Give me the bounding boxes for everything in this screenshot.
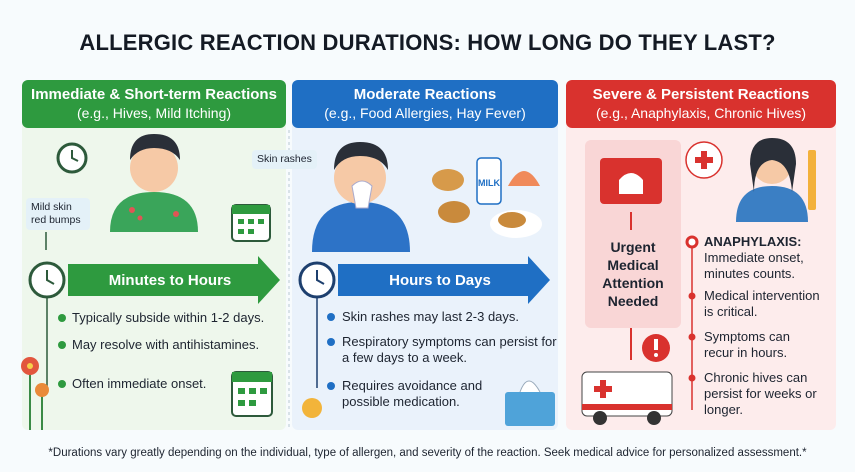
patient (685, 138, 816, 222)
flowers (21, 357, 49, 430)
bullet (327, 313, 335, 321)
column-head: Moderate Reactions (e.g., Food Allergies… (292, 80, 558, 128)
callout: Mild skin red bumps (26, 198, 90, 230)
bullet (327, 382, 335, 390)
alert-icon (642, 334, 670, 362)
urgent-text: Urgent Medical Attention Needed (602, 239, 664, 309)
point: Respiratory symptoms can persist for a f… (342, 334, 557, 365)
callout: Skin rashes (252, 150, 317, 169)
footnote: *Durations vary greatly depending on the… (48, 447, 807, 459)
point: Medical intervention is critical. (704, 288, 820, 319)
column-examples: (e.g., Food Allergies, Hay Fever) (324, 105, 526, 121)
bullet (688, 374, 696, 382)
person-itching (110, 134, 198, 232)
point: May resolve with antihistamines. (72, 337, 260, 352)
duration: Minutes to Hours (108, 272, 232, 289)
column-head: Severe & Persistent Reactions (e.g., Ana… (566, 80, 836, 128)
bullet (58, 314, 66, 322)
column-head: Immediate & Short-term Reactions (e.g., … (22, 80, 286, 128)
title: ALLERGIC REACTION DURATIONS: HOW LONG DO… (79, 30, 776, 55)
panel-immediate (22, 80, 286, 430)
point-text: Immediate onset, minutes counts. (704, 250, 804, 281)
head-bg (22, 80, 286, 128)
point: Typically subside within 1-2 days. (72, 310, 265, 325)
clock-icon (298, 261, 336, 299)
alarm-icon (600, 158, 662, 204)
point-label: ANAPHYLAXIS: (704, 234, 802, 249)
duration-arrow (338, 256, 550, 304)
point: Skin rashes may last 2-3 days. (342, 309, 520, 324)
column-examples: (e.g., Anaphylaxis, Chronic Hives) (595, 105, 807, 121)
bullet (688, 333, 696, 341)
head-bg (566, 80, 836, 128)
bullet (58, 380, 66, 388)
calendar-icon (231, 371, 273, 417)
duration: Hours to Days (389, 272, 491, 289)
milk-label: MILK (478, 178, 500, 188)
point: Requires avoidance and possible medicati… (342, 378, 483, 409)
column-heading: Moderate Reactions (353, 86, 497, 103)
tissue-box (505, 380, 555, 426)
clock-icon (28, 261, 66, 299)
column-heading: Severe & Persistent Reactions (592, 86, 810, 103)
ambulance (581, 371, 673, 425)
point: Chronic hives can persist for weeks or l… (704, 370, 817, 417)
person-sneezing (312, 142, 410, 252)
duration-arrow (68, 256, 280, 304)
column-heading: Immediate & Short-term Reactions (31, 86, 277, 103)
bullet (688, 292, 696, 300)
clock-icon (56, 142, 88, 174)
food-allergens (432, 157, 542, 238)
calendar-icon (231, 204, 271, 242)
bullet (327, 338, 335, 346)
head-bg (292, 80, 558, 128)
bullet (685, 235, 699, 249)
point: ANAPHYLAXIS: Immediate onset, minutes co… (704, 234, 832, 282)
bullet (58, 341, 66, 349)
pollen (302, 398, 322, 418)
point: Often immediate onset. (72, 376, 207, 391)
column-examples: (e.g., Hives, Mild Itching) (76, 105, 232, 121)
point: Symptoms can recur in hours. (704, 329, 790, 360)
